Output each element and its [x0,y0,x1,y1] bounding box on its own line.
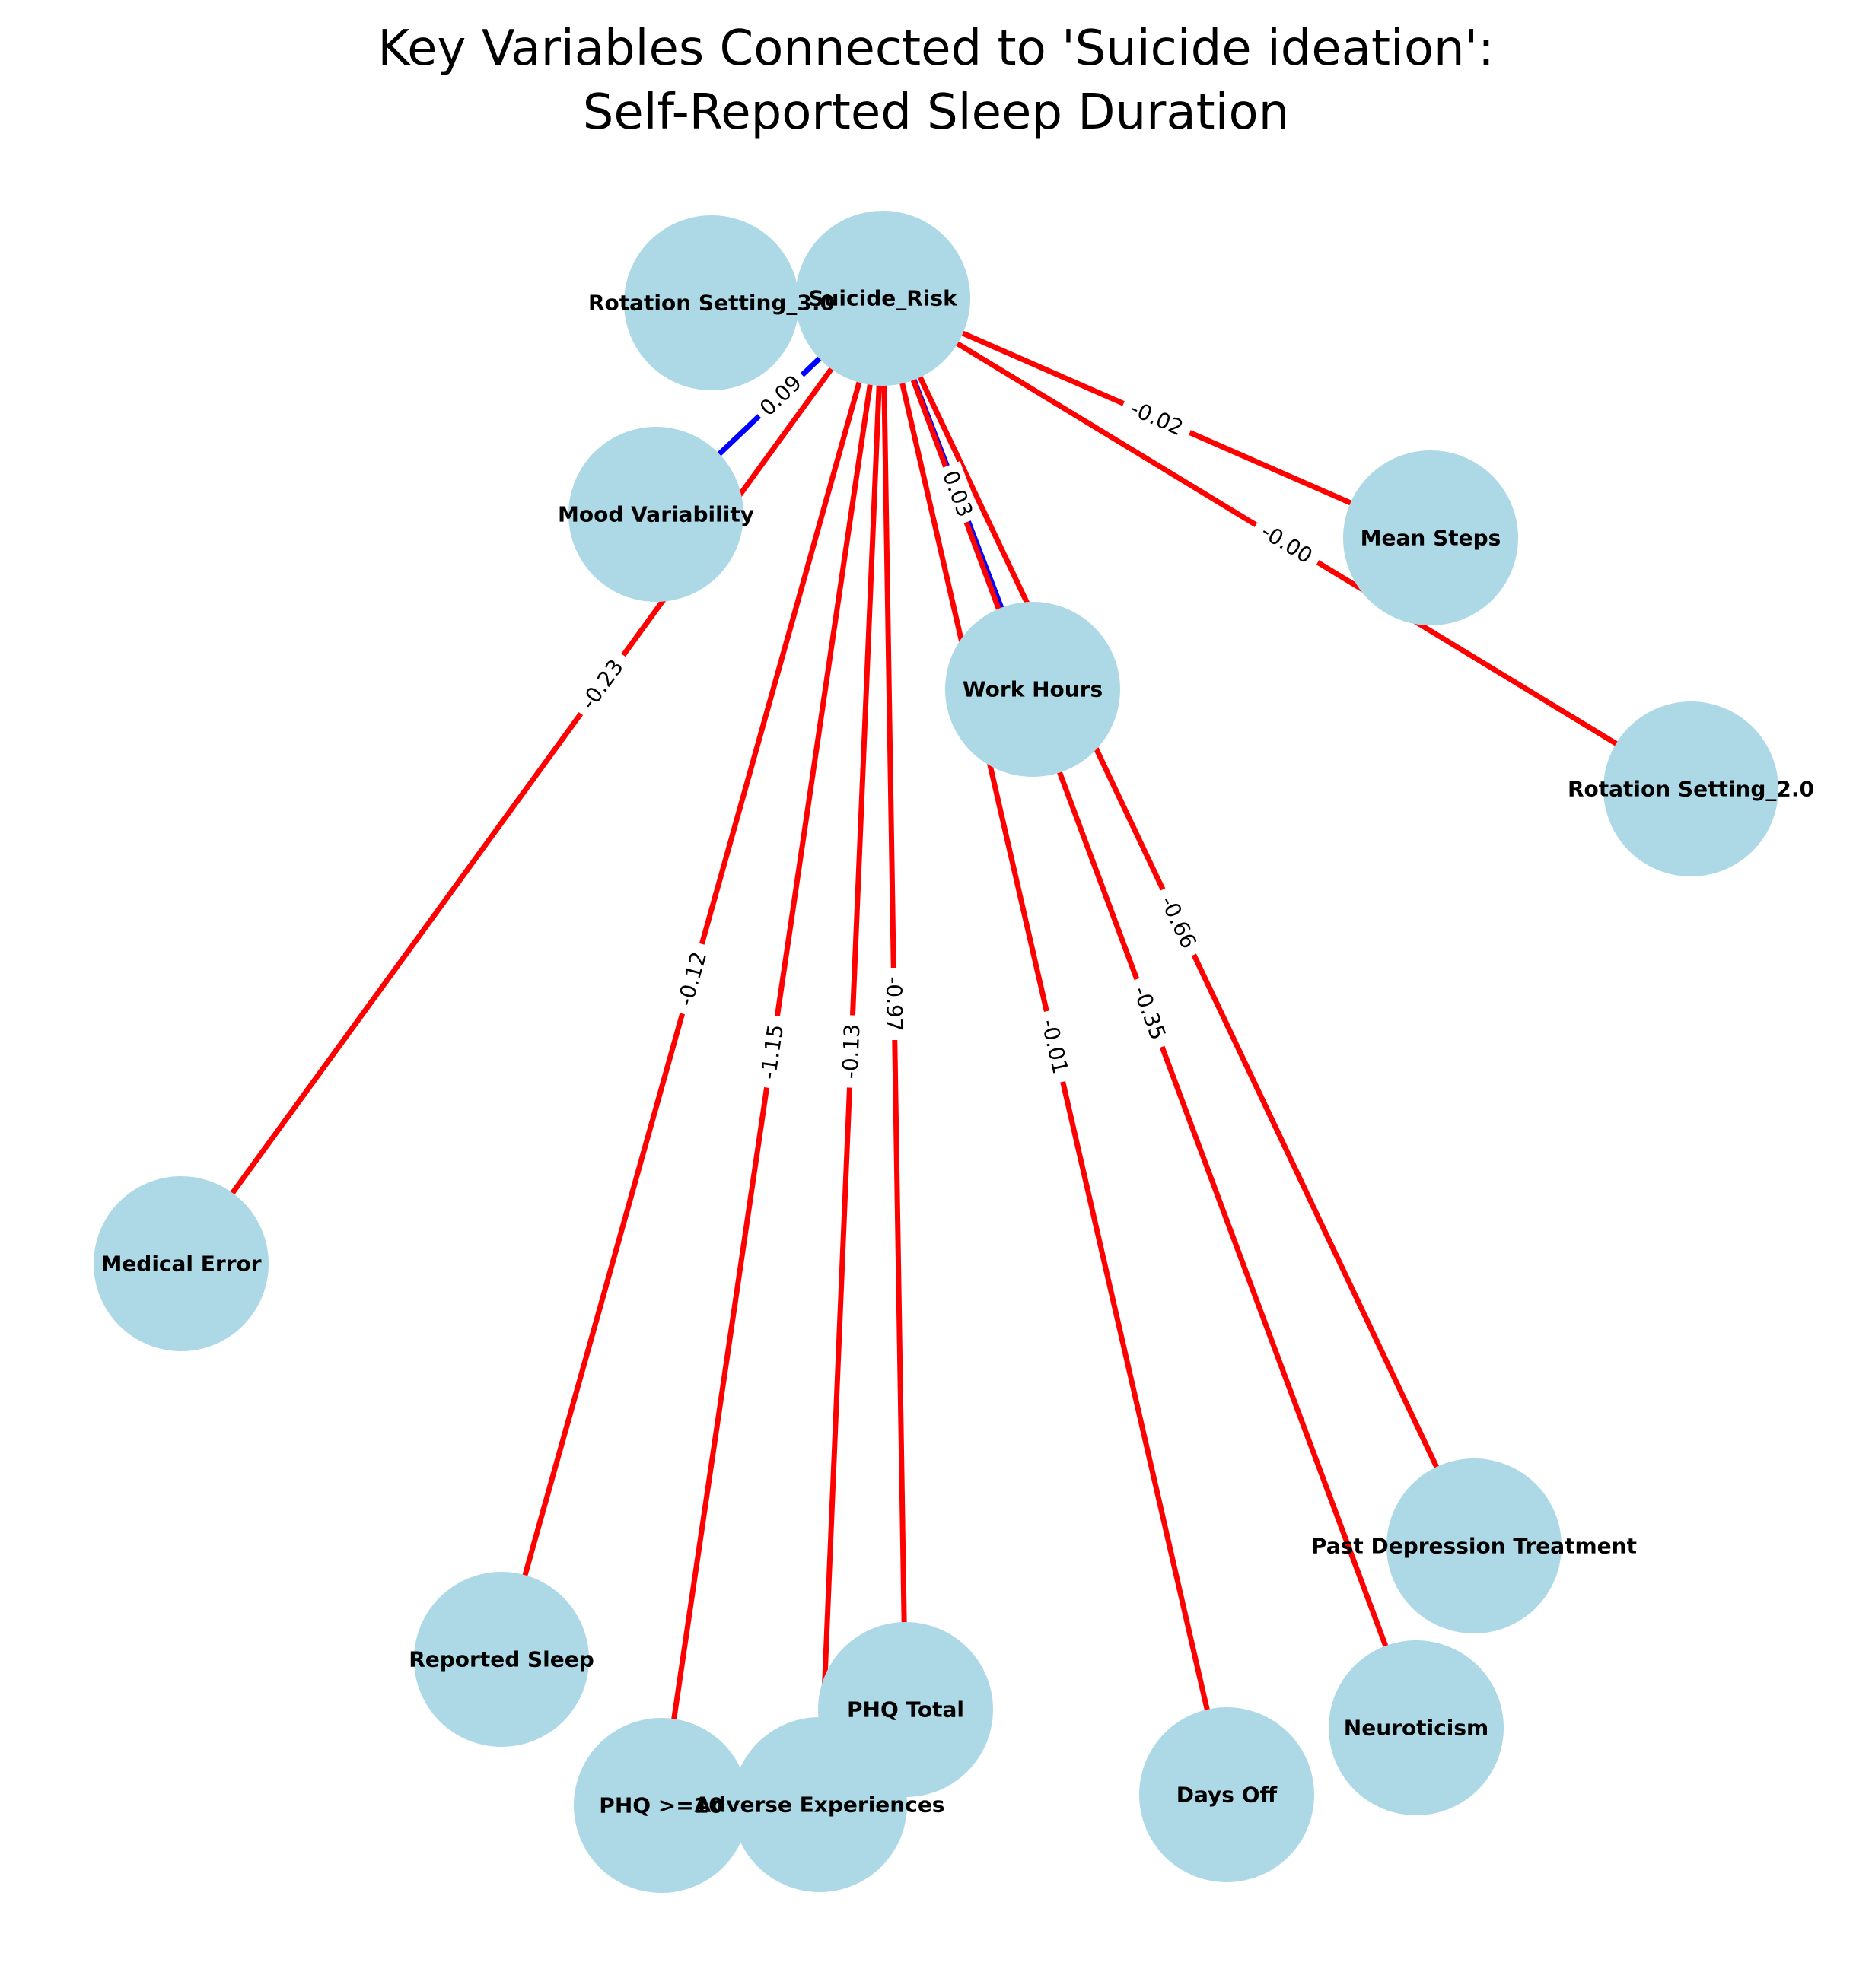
node-label-adverse: Adverse Experiences [695,1792,945,1818]
edge-label-reported_sleep: -0.12 [669,940,715,1018]
edge-label-phq_total: -0.97 [880,967,909,1041]
diagram-title: Key Variables Connected to 'Suicide idea… [0,17,1872,145]
title-line-2: Self-Reported Sleep Duration [582,84,1290,141]
edge-label-bg-reported_sleep [669,940,715,1018]
edge-weight-neuroticism: -0.35 [1128,983,1170,1043]
node-circle-medical_error [94,1176,269,1351]
node-circle-past_dep [1386,1458,1562,1633]
node-circle-reported_sleep [414,1572,589,1747]
node-phq10: PHQ >=10 [574,1718,749,1893]
node-circle-rotation3 [624,215,799,390]
edge-label-bg-rotation2 [1249,513,1325,574]
node-label-suicide_risk: Suicide_Risk [808,286,958,311]
node-circle-work_hours [945,602,1120,777]
edge-label-bg-phq10 [753,1013,791,1090]
node-label-past_dep: Past Depression Treatment [1311,1534,1637,1559]
edge-weight-rotation2: -0.00 [1256,519,1316,569]
node-rotation2: Rotation Setting_2.0 [1568,701,1814,876]
edge-label-bg-neuroticism [1124,974,1175,1052]
edge-weight-past_dep: -0.66 [1155,892,1202,953]
node-suicide_risk: Suicide_Risk [795,211,970,386]
edge-label-neuroticism: -0.35 [1124,974,1175,1052]
edge-label-bg-mood [750,364,812,426]
node-circle-days_off [1139,1707,1314,1882]
node-label-phq10: PHQ >=10 [599,1793,723,1818]
edge-label-mean_steps: -0.02 [1118,390,1195,446]
node-mood: Mood Variability [558,427,754,602]
edge-label-bg-medical_error [569,647,635,722]
node-circle-phq10 [574,1718,749,1893]
edge-weight-adverse: -0.13 [837,1023,864,1080]
node-circle-mood [568,427,743,602]
node-label-reported_sleep: Reported Sleep [409,1647,594,1672]
node-neuroticism: Neuroticism [1329,1640,1504,1815]
node-label-neuroticism: Neuroticism [1344,1716,1488,1741]
node-label-mood: Mood Variability [558,502,754,527]
node-reported_sleep: Reported Sleep [409,1572,594,1747]
node-label-rotation2: Rotation Setting_2.0 [1568,777,1814,802]
node-label-medical_error: Medical Error [100,1252,261,1277]
edge-label-rotation2: -0.00 [1249,513,1325,574]
node-past_dep: Past Depression Treatment [1311,1458,1637,1633]
node-label-days_off: Days Off [1176,1783,1278,1808]
edge-label-days_off: -0.01 [1033,1008,1077,1085]
edge-label-bg-adverse [836,1014,867,1089]
edge-label-adverse: -0.13 [836,1014,867,1089]
node-mean_steps: Mean Steps [1343,450,1518,625]
edge-weight-mean_steps: -0.02 [1126,396,1187,441]
node-circle-rotation2 [1603,701,1778,876]
node-rotation3: Rotation Setting_3.0 [588,215,835,390]
edge-label-bg-days_off [1033,1008,1077,1085]
node-circle-adverse [732,1717,907,1892]
node-circle-mean_steps [1343,450,1518,625]
node-circle-suicide_risk [795,211,970,386]
node-label-rotation3: Rotation Setting_3.0 [588,291,835,316]
edge-weight-phq10: -1.15 [756,1023,788,1080]
edge-label-bg-past_dep [1150,883,1207,961]
node-circle-neuroticism [1329,1640,1504,1815]
node-medical_error: Medical Error [94,1176,269,1351]
edge-suicide_risk-medical_error [179,296,885,1266]
edge-label-bg-mean_steps [1118,390,1195,446]
edge-label-medical_error: -0.23 [569,647,635,722]
edge-label-bg-phq_total [880,967,909,1041]
node-days_off: Days Off [1139,1707,1314,1882]
node-label-work_hours: Work Hours [963,677,1103,702]
edge-label-phq10: -1.15 [753,1013,791,1090]
edge-label-bg-work_hours [934,461,982,526]
edge-label-past_dep: -0.66 [1150,883,1207,961]
node-work_hours: Work Hours [945,602,1120,777]
node-adverse: Adverse Experiences [695,1717,945,1892]
node-label-phq_total: PHQ Total [847,1697,964,1722]
title-line-1: Key Variables Connected to 'Suicide idea… [377,21,1495,77]
edge-weight-phq_total: -0.97 [881,976,907,1032]
node-label-mean_steps: Mean Steps [1361,526,1501,551]
